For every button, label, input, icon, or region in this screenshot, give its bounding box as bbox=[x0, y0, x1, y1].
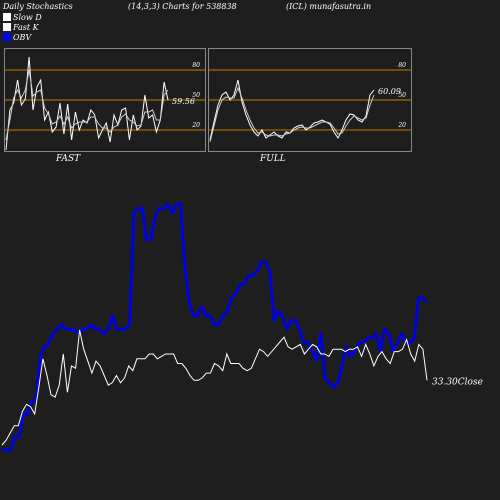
legend-slow-d: Slow D bbox=[3, 13, 42, 22]
fast-stochastics-panel: 80 50 20 59.56 bbox=[4, 48, 206, 152]
full-series-fast-k bbox=[209, 79, 375, 141]
legend-swatch-fast-k bbox=[3, 23, 11, 31]
legend-fast-k: Fast K bbox=[3, 23, 39, 32]
fast-panel-caption: FAST bbox=[56, 154, 81, 164]
fast-series-slow-d bbox=[5, 69, 169, 141]
fast-series-fast-k bbox=[5, 56, 169, 151]
legend-obv: OBV bbox=[3, 33, 31, 42]
full-ytick-80: 80 bbox=[398, 62, 406, 69]
legend-label-slow-d: Slow D bbox=[13, 13, 42, 22]
chart-title: Daily Stochastics bbox=[3, 2, 73, 11]
legend-label-obv: OBV bbox=[13, 33, 32, 42]
close-series-line bbox=[1, 329, 428, 446]
chart-source: (ICL) munafasutra.in bbox=[286, 2, 372, 11]
full-panel-caption: FULL bbox=[260, 154, 286, 164]
fast-ytick-80: 80 bbox=[192, 62, 200, 69]
obv-series-line bbox=[2, 202, 429, 452]
full-last-value-label: 60.09 bbox=[378, 87, 401, 96]
chart-params: (14,3,3) Charts for 538838 bbox=[128, 2, 237, 11]
legend-swatch-obv bbox=[3, 33, 11, 41]
full-ytick-50: 50 bbox=[398, 92, 406, 99]
last-close-label: 33.30Close bbox=[432, 377, 483, 387]
fast-last-value-label: 59.56 bbox=[172, 97, 195, 106]
full-ytick-20: 20 bbox=[397, 122, 406, 129]
full-stochastics-panel: 80 50 20 60.09 bbox=[208, 48, 412, 152]
legend-swatch-slow-d bbox=[3, 13, 11, 21]
fast-ytick-20: 20 bbox=[191, 122, 200, 129]
full-series-slow-d bbox=[209, 86, 375, 143]
obv-price-panel: 33.30Close bbox=[1, 202, 483, 452]
fast-ytick-50: 50 bbox=[192, 92, 200, 99]
legend-label-fast-k: Fast K bbox=[13, 23, 39, 32]
